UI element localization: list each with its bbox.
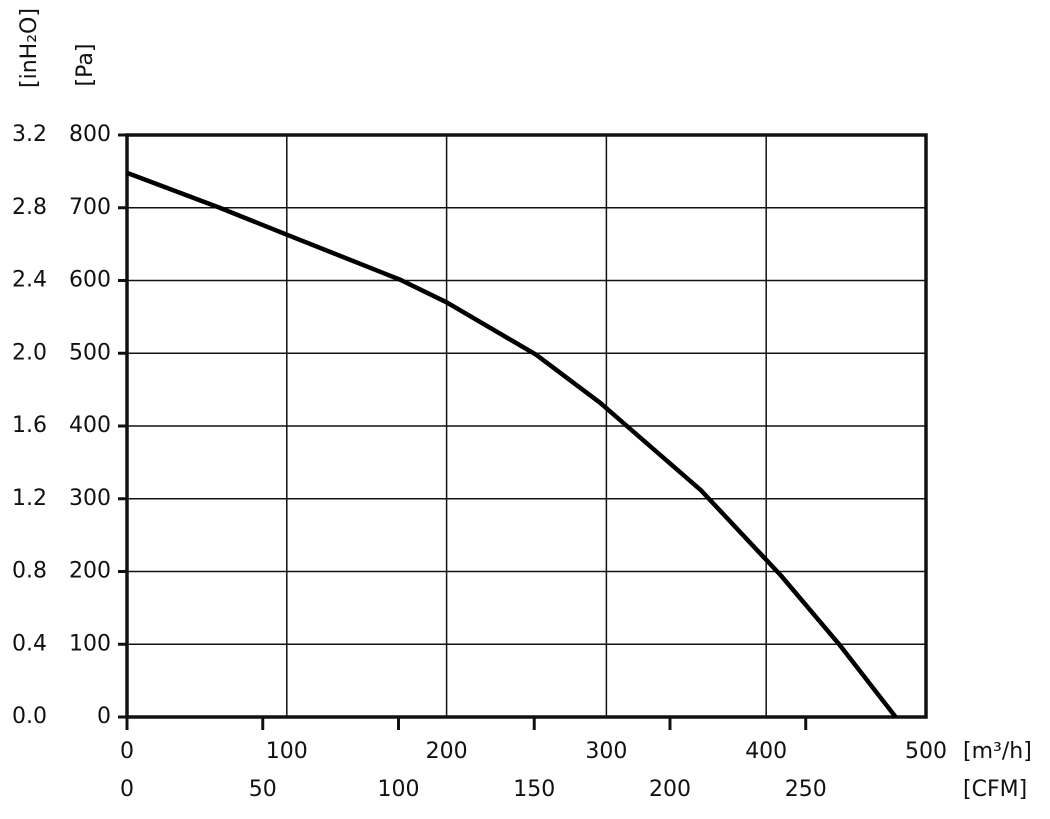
- x-tick-label: 200: [426, 739, 468, 764]
- x2-tick-label: 200: [649, 777, 691, 802]
- y-tick-label: 400: [69, 413, 111, 438]
- y2-tick-label: 3.2: [12, 122, 47, 147]
- x2-tick-label: 150: [513, 777, 555, 802]
- y-tick-label: 200: [69, 559, 111, 584]
- y-tick-label: 600: [69, 268, 111, 293]
- y2-tick-label: 2.4: [12, 268, 47, 293]
- x-tick-label: 0: [120, 739, 134, 764]
- y-tick-label: 800: [69, 122, 111, 147]
- x-axis-label: [m³/h]: [963, 739, 1032, 764]
- y2-tick-label: 2.0: [12, 340, 47, 365]
- x2-tick-label: 100: [377, 777, 419, 802]
- y-tick-label: 700: [69, 195, 111, 220]
- y2-tick-label: 1.6: [12, 413, 47, 438]
- x2-tick-label: 0: [120, 777, 134, 802]
- x-tick-label: 400: [745, 739, 787, 764]
- y2-tick-label: 2.8: [12, 195, 47, 220]
- y-tick-label: 0: [97, 704, 111, 729]
- y-axis-label: [Pa]: [73, 44, 98, 87]
- x-tick-label: 300: [585, 739, 627, 764]
- x-tick-label: 100: [266, 739, 308, 764]
- curve: [126, 170, 898, 719]
- y-tick-label: 300: [69, 486, 111, 511]
- y2-tick-label: 0.4: [12, 631, 47, 656]
- x-tick-label: 500: [905, 739, 947, 764]
- x2-tick-label: 250: [785, 777, 827, 802]
- y2-axis-label: [inH₂O]: [17, 8, 42, 88]
- y2-tick-label: 0.0: [12, 704, 47, 729]
- x2-tick-label: 50: [249, 777, 277, 802]
- plot-frame: [125, 133, 928, 719]
- y2-tick-label: 0.8: [12, 559, 47, 584]
- x2-axis-label: [CFM]: [963, 777, 1027, 802]
- y2-tick-label: 1.2: [12, 486, 47, 511]
- y-tick-label: 500: [69, 340, 111, 365]
- y-tick-label: 100: [69, 631, 111, 656]
